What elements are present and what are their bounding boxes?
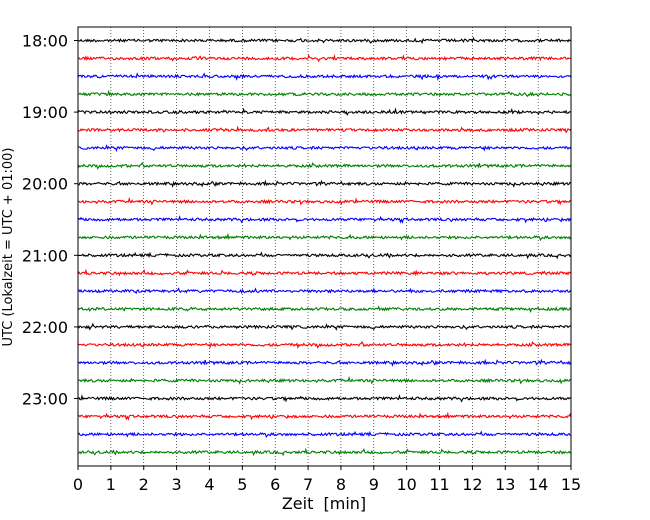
x-axis: 0 1 2 3 4 5 6 7 8 9 10 11 12 13 14 15	[73, 466, 581, 494]
trace-1845	[77, 89, 572, 98]
trace-2145	[77, 305, 572, 314]
x-tick-label: 10	[396, 475, 416, 494]
trace-1815	[77, 54, 572, 63]
x-axis-label: Zeit [min]	[282, 494, 366, 513]
trace-2315	[77, 411, 572, 421]
trace-1945	[77, 161, 572, 170]
x-tick-label: 9	[369, 475, 379, 494]
x-tick-label: 14	[528, 475, 548, 494]
trace-2245	[77, 375, 572, 385]
trace-1830	[77, 72, 572, 82]
seismic-traces	[77, 36, 572, 457]
trace-2045	[77, 232, 572, 242]
trace-2030	[77, 215, 572, 224]
x-tick-label: 7	[303, 475, 313, 494]
x-tick-label: 3	[172, 475, 182, 494]
trace-2000	[77, 179, 572, 188]
y-tick-label: 18:00	[22, 32, 68, 51]
trace-2100	[77, 251, 572, 260]
y-tick-label: 19:00	[22, 103, 68, 122]
plot-frame	[77, 26, 572, 467]
y-axis-label: UTC (Lokalzeit = UTC + 01:00)	[1, 148, 16, 347]
trace-2215	[77, 340, 572, 350]
y-tick-label: 20:00	[22, 175, 68, 194]
x-tick-label: 13	[495, 475, 515, 494]
trace-2130	[77, 287, 572, 295]
x-tick-label: 11	[429, 475, 449, 494]
x-tick-label: 4	[204, 475, 214, 494]
trace-2115	[77, 268, 572, 277]
trace-2230	[77, 358, 572, 367]
trace-1900	[77, 107, 572, 116]
y-tick-label: 23:00	[22, 390, 68, 409]
trace-2300	[77, 394, 572, 403]
trace-2345	[77, 447, 572, 457]
x-tick-label: 12	[462, 475, 482, 494]
x-tick-label: 2	[139, 475, 149, 494]
trace-2200	[77, 322, 572, 331]
trace-1915	[77, 125, 572, 134]
grid-lines	[110, 27, 539, 466]
trace-1930	[77, 144, 572, 152]
x-tick-label: 15	[561, 475, 581, 494]
x-tick-label: 5	[237, 475, 247, 494]
trace-2015	[77, 196, 572, 206]
x-tick-label: 1	[106, 475, 116, 494]
y-tick-label: 21:00	[22, 246, 68, 265]
x-tick-label: 6	[270, 475, 280, 494]
y-tick-label: 22:00	[22, 318, 68, 337]
trace-2330	[77, 430, 572, 439]
trace-1800	[77, 36, 572, 45]
y-axis: 18:00 19:00 20:00 21:00 22:00 23:00	[22, 32, 78, 409]
x-tick-label: 0	[73, 475, 83, 494]
x-tick-label: 8	[336, 475, 346, 494]
